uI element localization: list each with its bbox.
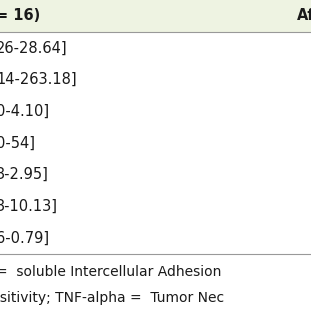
- Text: 0-54]: 0-54]: [0, 136, 35, 151]
- Text: 26-28.64]: 26-28.64]: [0, 40, 67, 55]
- Text: 14-263.18]: 14-263.18]: [0, 72, 77, 87]
- Text: 0-4.10]: 0-4.10]: [0, 104, 49, 119]
- Text: isitivity; TNF-alpha =  Tumor Nec: isitivity; TNF-alpha = Tumor Nec: [0, 291, 224, 305]
- Text: =  soluble Intercellular Adhesion: = soluble Intercellular Adhesion: [0, 265, 221, 279]
- Text: 3-10.13]: 3-10.13]: [0, 199, 58, 214]
- Text: = 16): = 16): [0, 8, 40, 24]
- Text: 6-0.79]: 6-0.79]: [0, 231, 49, 246]
- Text: Af: Af: [297, 8, 311, 24]
- Bar: [0, 0, 311, 32]
- Text: 3-2.95]: 3-2.95]: [0, 167, 49, 182]
